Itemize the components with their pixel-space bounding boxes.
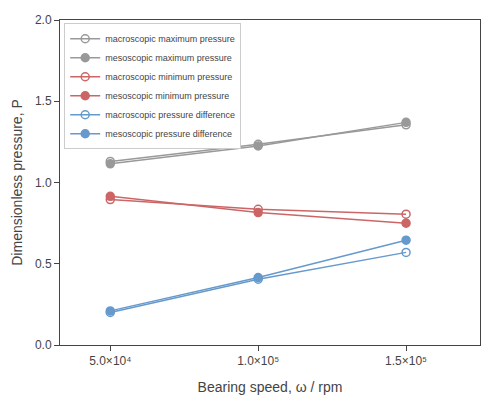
svg-text:macroscopic pressure differenc: macroscopic pressure difference [105,110,235,120]
svg-text:Dimensionless pressure, P: Dimensionless pressure, P [9,99,25,266]
svg-text:2.0: 2.0 [35,13,52,27]
svg-text:1.0: 1.0 [35,176,52,190]
svg-text:0.5: 0.5 [35,257,52,271]
svg-text:mesoscopic maximum pressure: mesoscopic maximum pressure [105,53,232,63]
svg-text:5.0×10⁴: 5.0×10⁴ [89,354,131,368]
svg-text:mesoscopic minimum pressure: mesoscopic minimum pressure [105,91,229,101]
svg-text:1.0×10⁵: 1.0×10⁵ [237,354,279,368]
svg-text:1.5×10⁵: 1.5×10⁵ [385,354,427,368]
svg-text:1.5: 1.5 [35,94,52,108]
svg-text:macroscopic minimum pressure: macroscopic minimum pressure [105,72,232,82]
svg-text:Bearing speed, ω / rpm: Bearing speed, ω / rpm [198,379,343,395]
svg-text:mesoscopic pressure difference: mesoscopic pressure difference [105,129,232,139]
svg-text:macroscopic maximum pressure: macroscopic maximum pressure [105,34,235,44]
svg-text:0.0: 0.0 [35,338,52,352]
